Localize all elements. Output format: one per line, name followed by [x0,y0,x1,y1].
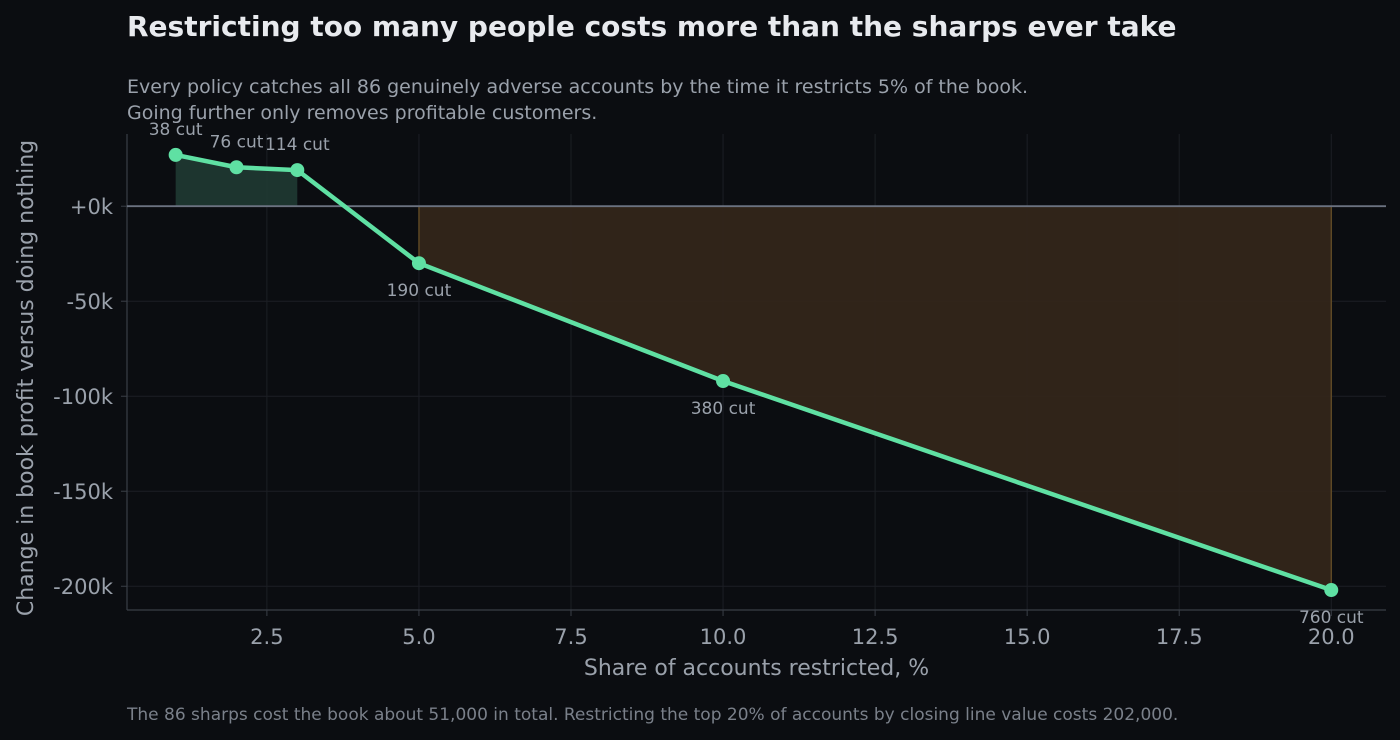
data-point-3 [411,256,426,271]
loss-area [418,206,1332,591]
x-tick-label-7: 20.0 [1308,625,1355,649]
x-tick-label-3: 10.0 [700,625,747,649]
series-line [173,152,1334,593]
x-tick-label-5: 15.0 [1004,625,1051,649]
tick-labels: 2.5 5.0 7.5 10.0 12.5 15.0 17.5 20.0 +0k -50k -100… [53,195,1354,649]
y-tick-label-0: +0k [70,195,114,219]
area-fills [175,154,1332,591]
x-tick-label-1: 5.0 [402,625,435,649]
chart-footnote: The 86 sharps cost the book about 51,000… [127,705,1179,725]
x-tick-label-4: 12.5 [852,625,899,649]
series-polyline [173,152,1334,593]
point-label-3: 190 cut [387,281,452,301]
y-tick-label-3: -150k [53,480,114,504]
y-tick-label-4: -200k [53,575,114,599]
point-label-2: 114 cut [265,135,330,155]
data-points [168,147,1339,598]
chart-title: Restricting too many people costs more t… [127,10,1177,43]
data-point-1 [229,160,244,175]
point-label-1: 76 cut [210,132,264,152]
y-tick-label-1: -50k [67,290,114,314]
y-axis-label: Change in book profit versus doing nothi… [14,140,39,616]
point-label-5: 760 cut [1299,608,1364,628]
x-tick-label-0: 2.5 [250,625,283,649]
data-point-4 [716,374,731,389]
point-label-0: 38 cut [149,120,203,140]
data-point-5 [1324,583,1339,598]
point-labels: 38 cut 76 cut 114 cut 190 cut 380 cut 760 cut [149,120,1364,628]
point-label-4: 380 cut [691,399,756,419]
y-tick-label-2: -100k [53,385,114,409]
x-tick-label-2: 7.5 [554,625,587,649]
chart-subtitle-line-2: Going further only removes profitable cu… [127,102,598,124]
x-axis-label: Share of accounts restricted, % [584,656,929,681]
x-tick-label-6: 17.5 [1156,625,1203,649]
data-point-0 [168,147,183,162]
axes [126,134,1386,611]
data-point-2 [290,163,305,178]
gain-area [175,154,298,207]
chart-subtitle-line-1: Every policy catches all 86 genuinely ad… [127,76,1028,98]
